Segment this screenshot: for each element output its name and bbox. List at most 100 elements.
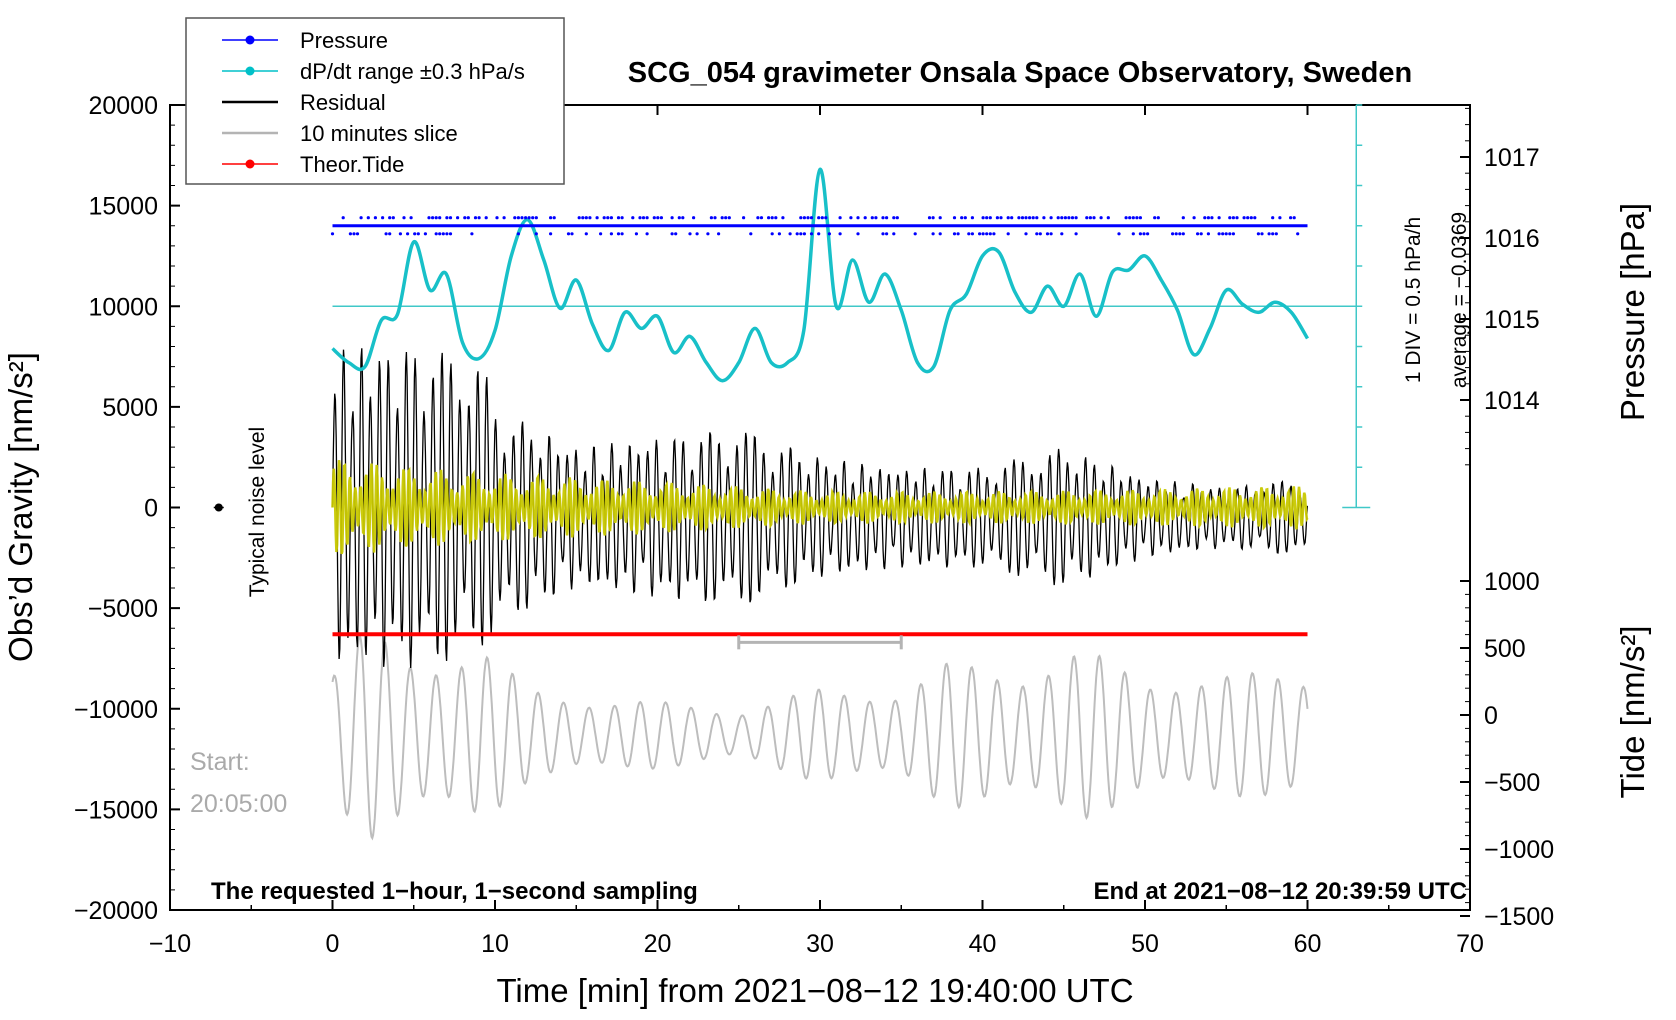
pressure-point [777, 232, 782, 236]
tide-tick-label: 1000 [1484, 568, 1540, 596]
pressure-point [931, 216, 935, 220]
pressure-point [1038, 232, 1042, 236]
pressure-point [659, 216, 664, 220]
x-tick-label: 60 [1294, 930, 1322, 958]
pressure-point [516, 216, 521, 220]
pressure-point [470, 232, 474, 236]
pressure-point [566, 232, 571, 236]
pressure-point [838, 232, 842, 236]
pressure-point [881, 216, 885, 220]
pressure-point [352, 232, 356, 236]
pressure-point [759, 216, 764, 220]
pressure-point [799, 232, 803, 236]
pressure-point [1289, 216, 1293, 220]
pressure-point [1049, 216, 1053, 220]
pressure-point [938, 232, 942, 236]
pressure-point [431, 216, 435, 220]
pressure-point [1217, 216, 1221, 220]
pressure-point [527, 216, 531, 220]
pressure-point [1085, 216, 1089, 220]
pressure-point [602, 216, 606, 220]
legend-label: 10 minutes slice [300, 121, 458, 146]
x-tick-label: 10 [481, 930, 509, 958]
pressure-point [770, 232, 774, 236]
pressure-point [409, 216, 413, 220]
pressure-point [1092, 216, 1096, 220]
pressure-point [802, 232, 807, 236]
pressure-point [1206, 232, 1210, 236]
pressure-point [1010, 216, 1014, 220]
pressure-point [856, 232, 860, 236]
pressure-point [495, 216, 499, 220]
pressure-point [1178, 232, 1182, 236]
pressure-point [1099, 216, 1103, 220]
pressure-point [674, 232, 678, 236]
pressure-point [348, 232, 352, 236]
pressure-point [809, 232, 814, 236]
y-tick-label: −10000 [74, 696, 158, 724]
legend-items: Pressure dP/dt range ±0.3 hPa/s Residual 10… [222, 28, 525, 177]
pressure-point [1035, 216, 1039, 220]
pressure-point [595, 216, 599, 220]
pressure-point [620, 232, 624, 236]
pressure-point [466, 216, 470, 220]
pressure-point [1228, 216, 1232, 220]
pressure-point [616, 216, 621, 220]
pressure-point [978, 232, 982, 236]
pressure-point [995, 216, 1000, 220]
pressure-point [724, 216, 728, 220]
pressure-point [709, 216, 714, 220]
end-time-note: End at 2021−08−12 20:39:59 UTC [1093, 878, 1467, 905]
pressure-point [892, 216, 896, 220]
x-tick-label: 0 [326, 930, 340, 958]
pressure-point [1242, 216, 1246, 220]
y-axis-title-left: Obs’d Gravity [nm/s²] [2, 352, 39, 662]
pressure-point [1042, 216, 1046, 220]
pressure-point [1196, 232, 1200, 236]
pressure-point [609, 216, 614, 220]
pressure-point [1253, 216, 1257, 220]
pressure-point [552, 216, 556, 220]
legend-label: dP/dt range ±0.3 hPa/s [300, 59, 525, 84]
pressure-point [881, 232, 885, 236]
pressure-point [892, 232, 896, 236]
pressure-point [713, 216, 717, 220]
pressure-point [970, 216, 975, 220]
y-tick-label: −15000 [74, 796, 158, 824]
pressure-point [1271, 216, 1275, 220]
pressure-point [463, 216, 467, 220]
pressure-point [1017, 216, 1021, 220]
pressure-point [584, 216, 588, 220]
y-tick-label: 0 [144, 495, 158, 523]
pressure-point [438, 216, 442, 220]
annotation-layer [213, 104, 1371, 512]
pressure-point [1024, 216, 1028, 220]
pressure-point [652, 216, 656, 220]
pressure-point [434, 232, 438, 236]
pressure-point [1192, 216, 1196, 220]
pressure-point [359, 216, 363, 220]
pressure-point [634, 232, 639, 236]
pressure-tick-label: 1016 [1484, 225, 1540, 253]
pressure-point [802, 216, 807, 220]
y-tick-label: 15000 [88, 193, 158, 221]
tide-slice-line [331, 634, 1309, 841]
legend-marker [245, 66, 255, 76]
pressure-point [1278, 216, 1282, 220]
pressure-point [981, 232, 985, 236]
pressure-point [885, 232, 889, 236]
pressure-point [1088, 216, 1092, 220]
legend-marker [245, 159, 255, 169]
pressure-tick-label: 1014 [1484, 387, 1540, 415]
pressure-point [524, 216, 528, 220]
pressure-point [1171, 232, 1175, 236]
pressure-point [809, 216, 814, 220]
pressure-point [970, 232, 975, 236]
pressure-point [1246, 216, 1250, 220]
pressure-point [606, 216, 610, 220]
pressure-point [931, 232, 935, 236]
pressure-point [616, 232, 621, 236]
pressure-point [695, 232, 699, 236]
pressure-point [670, 216, 674, 220]
